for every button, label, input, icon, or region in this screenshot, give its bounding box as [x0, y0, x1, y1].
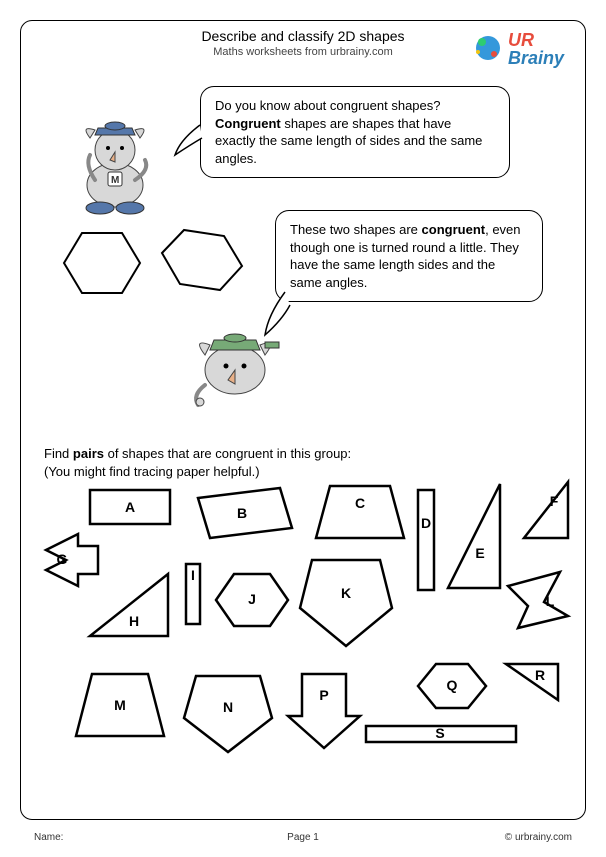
bubble1-tail	[170, 120, 210, 160]
label-E: E	[475, 545, 484, 561]
instruction-text: Find pairs of shapes that are congruent …	[44, 445, 351, 481]
logo-text-ur: UR	[508, 30, 534, 50]
speech-bubble-1: Do you know about congruent shapes? Cong…	[200, 86, 510, 178]
bubble2-pre: These two shapes are	[290, 222, 422, 237]
label-Q: Q	[447, 677, 458, 693]
label-H: H	[129, 613, 139, 629]
instr-pre: Find	[44, 446, 73, 461]
label-A: A	[125, 499, 135, 515]
label-K: K	[341, 585, 351, 601]
label-J: J	[248, 591, 256, 607]
footer-page: Page 1	[287, 832, 319, 843]
label-N: N	[223, 699, 233, 715]
label-G: G	[57, 551, 68, 567]
footer-name: Name:	[34, 832, 63, 843]
label-S: S	[435, 725, 444, 741]
footer: Name: Page 1 © urbrainy.com	[20, 832, 586, 843]
mouse-character-2	[180, 320, 290, 410]
speech-bubble-2: These two shapes are congruent, even tho…	[275, 210, 543, 302]
svg-text:M: M	[111, 175, 119, 186]
example-hexagons	[44, 218, 244, 308]
bubble2-bold: congruent	[422, 222, 486, 237]
label-C: C	[355, 495, 365, 511]
mouse-character-1: M	[60, 110, 170, 220]
shapes-puzzle: A B C D E F G H I J K L M N P Q R S	[30, 478, 576, 798]
label-R: R	[535, 667, 545, 683]
instr-bold: pairs	[73, 446, 104, 461]
label-P: P	[319, 687, 328, 703]
label-B: B	[237, 505, 247, 521]
label-L: L	[546, 593, 555, 609]
label-I: I	[191, 567, 195, 583]
bubble1-bold: Congruent	[215, 116, 281, 131]
bubble1-pre: Do you know about congruent shapes?	[215, 98, 441, 113]
label-M: M	[114, 697, 126, 713]
instr-post: of shapes that are congruent in this gro…	[104, 446, 351, 461]
label-D: D	[421, 515, 431, 531]
label-F: F	[550, 493, 559, 509]
logo-text-brainy: Brainy	[508, 48, 565, 68]
footer-copyright: © urbrainy.com	[505, 832, 572, 843]
brand-logo: UR Brainy	[472, 28, 572, 70]
